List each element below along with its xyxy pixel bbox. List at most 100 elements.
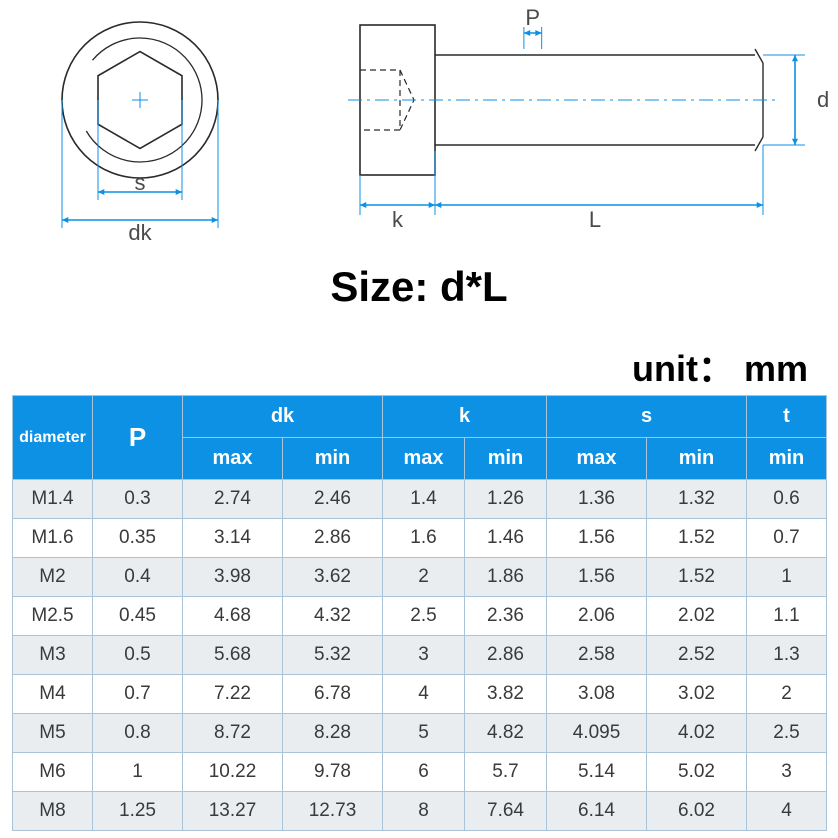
cell-dk_min: 2.86 (283, 519, 383, 558)
cell-P: 1 (93, 753, 183, 792)
cell-s_max: 1.56 (547, 558, 647, 597)
cell-dk_max: 5.68 (183, 636, 283, 675)
cell-dk_max: 7.22 (183, 675, 283, 714)
cell-k_min: 1.26 (465, 480, 547, 519)
unit-label: unit： mm (632, 340, 808, 392)
cell-k_min: 1.46 (465, 519, 547, 558)
cell-diameter: M8 (13, 792, 93, 831)
cell-diameter: M5 (13, 714, 93, 753)
cell-diameter: M1.4 (13, 480, 93, 519)
cell-k_min: 7.64 (465, 792, 547, 831)
svg-text:d: d (817, 87, 829, 112)
col-k: k (383, 396, 547, 438)
col-s-max: max (547, 438, 647, 480)
cell-diameter: M2 (13, 558, 93, 597)
screw-diagram-svg: sdkkLPd (0, 0, 838, 245)
cell-dk_min: 3.62 (283, 558, 383, 597)
cell-s_min: 1.32 (647, 480, 747, 519)
table-row: M50.88.728.2854.824.0954.022.5 (13, 714, 827, 753)
cell-diameter: M6 (13, 753, 93, 792)
cell-dk_min: 9.78 (283, 753, 383, 792)
col-s: s (547, 396, 747, 438)
dimensions-table: diameter P dk k s t max min max min max … (12, 395, 827, 831)
table-row: M1.40.32.742.461.41.261.361.320.6 (13, 480, 827, 519)
cell-s_max: 6.14 (547, 792, 647, 831)
cell-s_min: 5.02 (647, 753, 747, 792)
cell-P: 0.4 (93, 558, 183, 597)
technical-drawing: sdkkLPd (0, 0, 838, 245)
table-header: diameter P dk k s t max min max min max … (13, 396, 827, 480)
cell-s_max: 2.58 (547, 636, 647, 675)
cell-dk_min: 8.28 (283, 714, 383, 753)
cell-dk_max: 2.74 (183, 480, 283, 519)
cell-k_max: 1.6 (383, 519, 465, 558)
col-dk: dk (183, 396, 383, 438)
cell-k_min: 5.7 (465, 753, 547, 792)
cell-t_min: 2.5 (747, 714, 827, 753)
cell-t_min: 4 (747, 792, 827, 831)
cell-diameter: M4 (13, 675, 93, 714)
table-row: M30.55.685.3232.862.582.521.3 (13, 636, 827, 675)
cell-k_max: 5 (383, 714, 465, 753)
col-k-max: max (383, 438, 465, 480)
cell-diameter: M3 (13, 636, 93, 675)
cell-s_min: 1.52 (647, 519, 747, 558)
cell-dk_max: 3.98 (183, 558, 283, 597)
cell-k_max: 1.4 (383, 480, 465, 519)
svg-text:s: s (135, 170, 146, 195)
svg-text:P: P (525, 5, 540, 30)
col-diameter: diameter (13, 396, 93, 480)
col-t-min: min (747, 438, 827, 480)
cell-P: 0.5 (93, 636, 183, 675)
cell-dk_max: 8.72 (183, 714, 283, 753)
table-row: M6110.229.7865.75.145.023 (13, 753, 827, 792)
cell-dk_min: 2.46 (283, 480, 383, 519)
cell-P: 0.35 (93, 519, 183, 558)
col-s-min: min (647, 438, 747, 480)
table-row: M20.43.983.6221.861.561.521 (13, 558, 827, 597)
svg-text:dk: dk (128, 220, 152, 245)
cell-k_max: 8 (383, 792, 465, 831)
col-p: P (93, 396, 183, 480)
cell-k_max: 2 (383, 558, 465, 597)
cell-diameter: M1.6 (13, 519, 93, 558)
cell-P: 0.3 (93, 480, 183, 519)
cell-k_max: 6 (383, 753, 465, 792)
cell-s_min: 2.52 (647, 636, 747, 675)
cell-s_max: 4.095 (547, 714, 647, 753)
cell-k_min: 2.86 (465, 636, 547, 675)
cell-dk_min: 4.32 (283, 597, 383, 636)
cell-s_max: 1.56 (547, 519, 647, 558)
cell-P: 0.45 (93, 597, 183, 636)
table-row: M1.60.353.142.861.61.461.561.520.7 (13, 519, 827, 558)
cell-t_min: 2 (747, 675, 827, 714)
cell-s_max: 5.14 (547, 753, 647, 792)
cell-k_min: 4.82 (465, 714, 547, 753)
cell-dk_min: 6.78 (283, 675, 383, 714)
size-title: Size: d*L (0, 263, 838, 311)
cell-s_max: 1.36 (547, 480, 647, 519)
col-k-min: min (465, 438, 547, 480)
col-dk-max: max (183, 438, 283, 480)
cell-dk_min: 5.32 (283, 636, 383, 675)
cell-k_min: 3.82 (465, 675, 547, 714)
cell-dk_max: 3.14 (183, 519, 283, 558)
dimensions-table-wrap: diameter P dk k s t max min max min max … (12, 395, 826, 831)
table-body: M1.40.32.742.461.41.261.361.320.6M1.60.3… (13, 480, 827, 831)
cell-s_min: 3.02 (647, 675, 747, 714)
cell-P: 1.25 (93, 792, 183, 831)
cell-P: 0.7 (93, 675, 183, 714)
cell-dk_max: 4.68 (183, 597, 283, 636)
cell-s_max: 2.06 (547, 597, 647, 636)
cell-k_max: 2.5 (383, 597, 465, 636)
table-row: M40.77.226.7843.823.083.022 (13, 675, 827, 714)
cell-s_min: 1.52 (647, 558, 747, 597)
cell-t_min: 0.6 (747, 480, 827, 519)
cell-t_min: 3 (747, 753, 827, 792)
col-t: t (747, 396, 827, 438)
cell-dk_max: 10.22 (183, 753, 283, 792)
cell-s_min: 6.02 (647, 792, 747, 831)
cell-k_min: 2.36 (465, 597, 547, 636)
cell-s_min: 2.02 (647, 597, 747, 636)
table-row: M81.2513.2712.7387.646.146.024 (13, 792, 827, 831)
